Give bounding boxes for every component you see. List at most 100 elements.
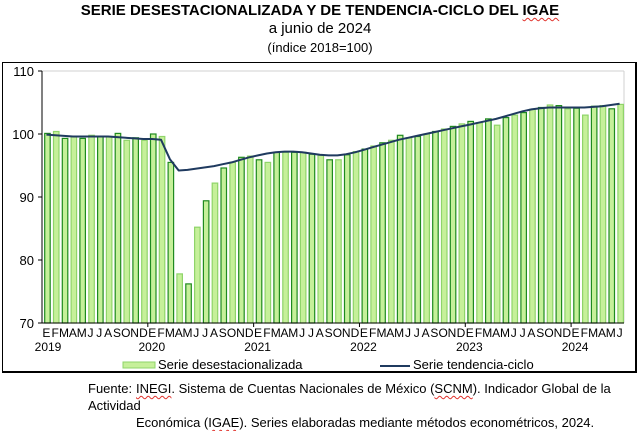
source-text-3: Económica ( [136,415,209,430]
x-tick-label-year: 2024 [562,340,589,354]
y-tick-label: 70 [20,316,34,331]
bar [317,154,325,324]
bar [299,151,307,324]
x-tick-label-month: A [316,326,324,340]
x-tick-label-month: D [562,326,571,340]
bar [220,167,228,324]
x-tick-label-month: A [386,326,394,340]
bar [458,123,466,324]
bar [141,139,148,324]
bar [343,154,351,324]
bar [52,130,60,324]
bar [211,182,219,324]
chart-title: SERIE DESESTACIONALIZADA Y DE TENDENCIA-… [0,2,640,19]
bar [485,118,492,324]
x-tick-label-month: J [96,326,102,340]
chart-subtitle-index: (índice 2018=100) [267,40,373,55]
x-tick-label-month: A [175,326,183,340]
bar [529,108,536,324]
x-tick-label-month: O [121,326,130,340]
bar [273,151,280,324]
bar [388,139,395,324]
x-tick-label-month: S [536,326,544,340]
x-tick-label-month: E [254,326,262,340]
y-tick-label: 80 [20,253,34,268]
x-tick-label-month: E [148,326,156,340]
x-tick-label-month: J [617,326,623,340]
x-tick-label-month: M [288,326,298,340]
bar [370,145,377,324]
bar [440,128,448,324]
x-tick-label-year: 2020 [138,340,165,354]
bar [405,137,413,324]
x-tick-label-month: N [342,326,351,340]
bar [590,105,598,324]
x-tick-label-month: A [69,326,77,340]
x-tick-label-month: A [104,326,112,340]
x-tick-label-month: O [333,326,342,340]
x-tick-label-month: E [42,326,50,340]
bar [352,151,360,324]
legend-label-line: Serie tendencia-ciclo [413,357,534,372]
x-tick-label-month: O [439,326,448,340]
bar [617,103,625,324]
x-tick-label-month: J [193,326,199,340]
bar [493,124,501,324]
x-tick-label-month: M [606,326,616,340]
x-tick-label-month: E [466,326,474,340]
y-tick-label: 110 [13,64,34,79]
source-igae: IGAE [208,415,240,430]
x-tick-label-month: M [394,326,404,340]
bar [123,139,131,324]
bar [96,135,104,324]
x-tick-label-month: E [571,326,579,340]
x-tick-label-month: M [482,326,492,340]
bar [414,135,422,324]
x-tick-label-month: M [500,326,510,340]
x-tick-label-month: J [405,326,411,340]
bar [502,116,510,324]
bar [449,125,457,324]
x-tick-label-month: O [227,326,236,340]
legend-label-bars: Serie desestacionalizada [158,357,303,372]
x-tick-label-month: J [88,326,94,340]
x-tick-label-month: F [52,326,59,340]
bar [105,135,113,324]
x-tick-label-month: F [157,326,164,340]
source-text-4: ). Series elaboradas mediante métodos ec… [239,415,595,430]
bar [608,108,616,324]
x-tick-label-month: J [308,326,314,340]
x-tick-label-month: O [544,326,553,340]
x-tick-label-month: S [219,326,227,340]
x-tick-label-month: M [165,326,175,340]
bar [255,159,263,324]
bar [599,104,607,324]
x-tick-label-month: N [236,326,245,340]
x-tick-label-month: F [369,326,376,340]
x-tick-label-month: N [448,326,457,340]
source-scnm: SCNM [434,381,473,396]
bar [229,161,236,324]
x-tick-label-year: 2019 [35,340,62,354]
bar [194,226,201,324]
source-text-1: . Sistema de Cuentas Nacionales de Méxic… [171,381,435,396]
source-note: Fuente: INEGI. Sistema de Cuentas Naciona… [88,380,638,431]
chart-subtitle: a junio de 2024 [268,20,372,37]
x-tick-label-month: M [377,326,387,340]
x-tick-label-month: A [492,326,500,340]
x-tick-label-month: A [527,326,535,340]
x-tick-label-year: 2022 [350,340,377,354]
chart-title-text: SERIE DESESTACIONALIZADA Y DE TENDENCIA-… [80,2,523,19]
x-tick-label-month: E [360,326,368,340]
bar [308,153,316,324]
x-tick-label-month: J [202,326,208,340]
bar [132,137,139,324]
bar [573,107,580,324]
legend-swatch-bars [122,361,156,369]
chart-title-acronym: IGAE [522,2,560,19]
bar [564,108,572,324]
bar [326,159,333,324]
bar [520,111,528,324]
bar [467,120,474,324]
bar [202,200,210,324]
